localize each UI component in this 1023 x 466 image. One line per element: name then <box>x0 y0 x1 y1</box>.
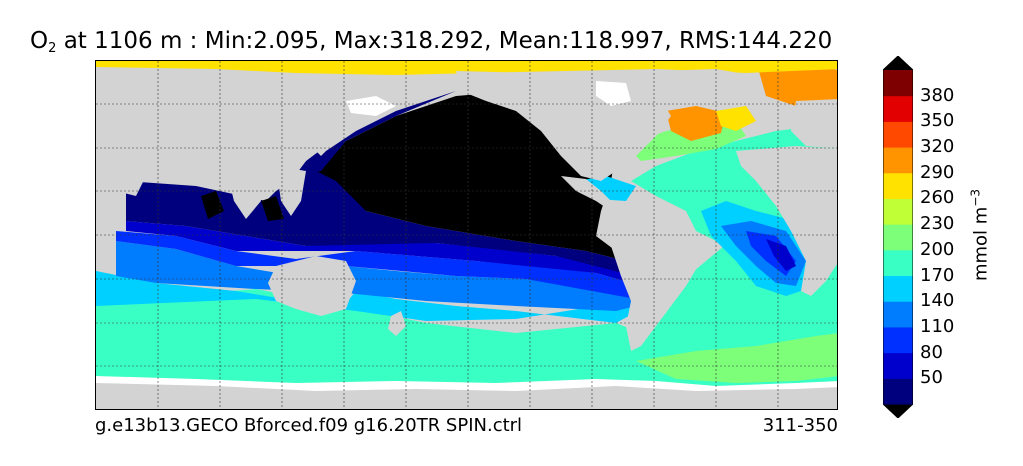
map-panel <box>95 60 838 410</box>
colorbar-segment <box>883 326 913 354</box>
blue-band-50 <box>126 221 646 286</box>
north-pacific-rim <box>301 91 456 176</box>
blue-band-80 <box>116 231 656 299</box>
greenland-land <box>656 69 756 106</box>
colorbar-unit-label: mmol m−3 <box>969 189 992 281</box>
bay-bengal-black <box>261 196 284 221</box>
southern-green-band <box>636 333 837 383</box>
madagascar-land <box>96 206 110 236</box>
blue-band-110 <box>116 241 656 311</box>
arabian-sea-black <box>201 191 224 219</box>
central-america-land <box>561 176 616 211</box>
colorbar-segment <box>883 198 913 225</box>
colorbar-segment <box>883 95 913 122</box>
caribbean-cyan <box>576 176 636 201</box>
africa-land <box>736 146 837 296</box>
hudson-white <box>596 81 631 106</box>
colorbar <box>883 56 913 418</box>
colorbar-segment <box>883 172 913 199</box>
new-zealand-land <box>388 311 406 336</box>
colorbar-segment <box>883 70 913 97</box>
colorbar-tick-label: 110 <box>920 315 955 337</box>
year-range: 311-350 <box>762 415 838 436</box>
unit-exponent: −3 <box>968 188 983 207</box>
colorbar-extend-low <box>883 404 913 418</box>
colorbar-tick-label: 80 <box>920 341 943 363</box>
colorbar-segment <box>883 224 913 251</box>
title-stats: at 1106 m : Min:2.095, Max:318.292, Mean… <box>56 28 833 54</box>
colorbar-tick-label: 200 <box>920 238 955 260</box>
title-variable: O <box>30 28 49 54</box>
india-land <box>224 161 261 219</box>
antarctica-land <box>96 383 837 409</box>
colorbar-segment <box>883 301 913 328</box>
labrador-orange <box>666 106 726 141</box>
colorbar-segment <box>883 275 913 302</box>
colorbar-extend-high <box>883 56 913 70</box>
navy-band <box>126 151 651 279</box>
south-america-land <box>611 206 701 351</box>
eurasia-africa-land <box>96 81 336 191</box>
arctic-yellow <box>96 61 837 75</box>
map-title: O2 at 1106 m : Min:2.095, Max:318.292, M… <box>30 28 832 56</box>
colorbar-segment <box>883 378 913 405</box>
colorbar-tick-label: 380 <box>920 84 955 106</box>
colorbar-tick-label: 170 <box>920 264 955 286</box>
experiment-name: g.e13b13.GECO Bforced.f09 g16.20TR SPIN.… <box>95 415 523 436</box>
colorbar-segment <box>883 121 913 148</box>
colorbar-tick-label: 290 <box>920 161 955 183</box>
colorbar-tick-label: 320 <box>920 136 955 158</box>
bering-white <box>346 96 396 116</box>
colorbar-segment <box>883 352 913 379</box>
europe-east-land <box>791 99 837 149</box>
colorbar-tick-label: 230 <box>920 213 955 235</box>
colorbar-segment <box>883 147 913 174</box>
unit-main: mmol m <box>970 206 992 282</box>
colorbar-tick-label: 260 <box>920 187 955 209</box>
arabia-land <box>96 141 146 196</box>
australia-land <box>268 256 356 316</box>
title-subscript: 2 <box>48 41 57 56</box>
southeast-asia-land <box>276 166 306 216</box>
nordic-orange <box>756 61 837 106</box>
colorbar-tick-label: 50 <box>920 367 943 389</box>
colorbar-tick-label: 350 <box>920 110 955 132</box>
colorbar-tick-label: 140 <box>920 290 955 312</box>
atlantic-blue-50 <box>766 239 796 271</box>
colorbar-labels: 50 80 110 140 170 200 230 260 290 320 350 380 <box>920 0 970 466</box>
labrador-yellow <box>716 106 756 131</box>
map-svg <box>96 61 837 409</box>
colorbar-segment <box>883 249 913 277</box>
